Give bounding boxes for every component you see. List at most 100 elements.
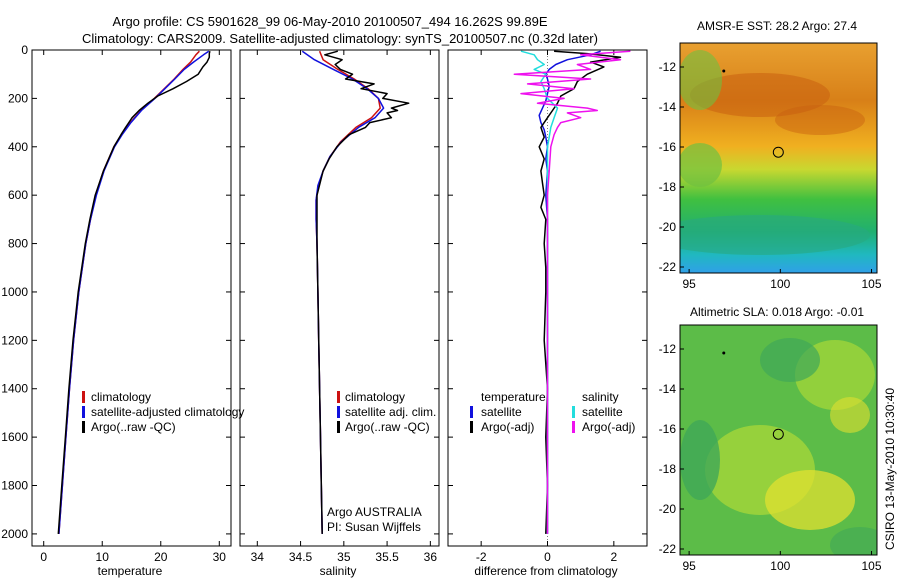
legend-label-sal-argo: Argo(-adj) [582,420,635,434]
previous-position-marker [722,351,726,355]
salinity-legend: climatology satellite adj. clim. Argo(..… [337,390,436,434]
legend-swatch-satellite [82,406,85,418]
series-line-satellite-adj-clim- [301,50,385,534]
temperature-xlabel: temperature [98,564,163,578]
sst-green-patch [680,50,722,110]
sla-map-title: Altimetric SLA: 0.018 Argo: -0.01 [690,305,864,319]
x-tick-label: 20 [154,550,168,564]
difference-panel: -2 0 2 difference from climatology tempera… [447,49,648,578]
sla-map-panel: Altimetric SLA: 0.018 Argo: -0.01 95 100 1… [659,305,882,573]
legend-label-sal-satellite: satellite [582,405,623,419]
legend-label-climatology: climatology [91,390,151,404]
y-tick-label: -12 [659,60,677,74]
salinity-ticks: 34 34.5 35 35.5 36 [240,49,439,564]
y-tick-label: -20 [659,220,677,234]
salinity-xlabel: salinity [320,564,357,578]
temperature-axes-frame [31,49,232,547]
footer-pi: PI: Susan Wijffels [327,520,421,534]
series-line-climatology [58,50,200,534]
sla-map-frame [679,324,878,556]
series-line-argo-raw-qc- [316,50,410,534]
legend-swatch-argo [337,421,340,433]
y-tick-label: 1200 [1,333,28,347]
temperature-series [57,50,211,534]
argo-position-marker [772,146,784,158]
figure-title-line2: Climatology: CARS2009. Satellite-adjuste… [82,31,598,46]
sla-low-patch [680,420,720,500]
x-tick-label: 34 [251,550,265,564]
x-tick-label: 105 [862,277,882,291]
x-tick-label: 35 [337,550,351,564]
legend-swatch-temp-satellite [470,406,473,418]
sst-map-frame [679,42,878,274]
x-tick-label: 36 [424,550,438,564]
x-tick-label: 34.5 [289,550,313,564]
y-tick-label: 200 [8,91,28,105]
temperature-ticks: 0 10 20 30 0 200 400 600 800 1000 1200 1400 1600 1800… [1,43,231,564]
argo-position-marker [772,428,784,440]
sla-map-ticks: 95 100 105 -12 -14 -16 -18 -20 -22 [659,342,882,573]
sst-green-patch [680,143,722,187]
y-tick-label: 2000 [1,527,28,541]
sst-warm-patch [690,73,830,117]
sst-map-image [680,43,877,273]
salinity-axes-frame [239,49,440,547]
y-tick-label: -14 [659,100,677,114]
sla-peak-patch [830,397,870,433]
x-tick-label: 30 [213,550,227,564]
series-line-salinity-argo-adj- [513,50,631,534]
sla-low-patch [760,338,820,382]
x-tick-label: 100 [770,559,790,573]
salinity-panel: 34 34.5 35 35.5 36 salinity climatology sate… [239,49,440,578]
sst-map-title: AMSR-E SST: 28.2 Argo: 27.4 [697,19,857,33]
y-tick-label: 1400 [1,382,28,396]
series-line-climatology [315,50,381,534]
legend-label-argo: Argo(..raw -QC) [345,420,430,434]
y-tick-label: -22 [659,542,677,556]
legend-swatch-satellite [337,406,340,418]
y-tick-label: -18 [659,180,677,194]
previous-position-marker [722,69,726,73]
x-tick-label: 95 [682,559,696,573]
difference-series [513,50,631,546]
x-tick-label: 0 [544,550,551,564]
series-line-temperature-satellite [538,50,601,534]
footer-credit: Argo AUSTRALIA [327,505,422,519]
legend-swatch-climatology [82,391,85,403]
legend-label-temp-satellite: satellite [481,405,522,419]
y-tick-label: 800 [8,237,28,251]
legend-label-argo: Argo(..raw -QC) [91,420,176,434]
y-tick-label: -18 [659,462,677,476]
legend-label-temp-argo: Argo(-adj) [481,420,534,434]
x-tick-label: 0 [40,550,47,564]
sst-map-panel: AMSR-E SST: 28.2 Argo: 27.4 95 100 105 -12 -… [659,19,882,291]
legend-label-satellite: satellite adj. clim. [345,405,436,419]
y-tick-label: -22 [659,260,677,274]
y-tick-label: -16 [659,140,677,154]
y-tick-label: 1600 [1,430,28,444]
y-tick-label: 0 [21,43,28,57]
temperature-panel: 0 10 20 30 0 200 400 600 800 1000 1200 1400 1600 1800… [1,43,244,578]
x-tick-label: 10 [96,550,110,564]
sla-peak-patch [765,470,855,530]
legend-swatch-argo [82,421,85,433]
x-tick-label: 95 [682,277,696,291]
y-tick-label: -20 [659,502,677,516]
x-tick-label: 2 [610,550,617,564]
y-tick-label: -12 [659,342,677,356]
legend-swatch-sal-satellite [572,406,575,418]
temperature-legend: climatology satellite-adjusted climatolo… [82,390,244,434]
y-tick-label: -16 [659,422,677,436]
legend-label-climatology: climatology [345,390,405,404]
y-tick-label: -14 [659,382,677,396]
y-tick-label: 1000 [1,285,28,299]
sla-low-patch [830,527,877,555]
legend-swatch-climatology [337,391,340,403]
series-line-satellite-adjusted-climatology [58,50,210,534]
series-line-temperature-argo-adj- [538,50,622,534]
sst-cool-patch [680,215,870,255]
legend-swatch-temp-argo [470,421,473,433]
legend-swatch-sal-argo [572,421,575,433]
x-tick-label: 105 [862,559,882,573]
